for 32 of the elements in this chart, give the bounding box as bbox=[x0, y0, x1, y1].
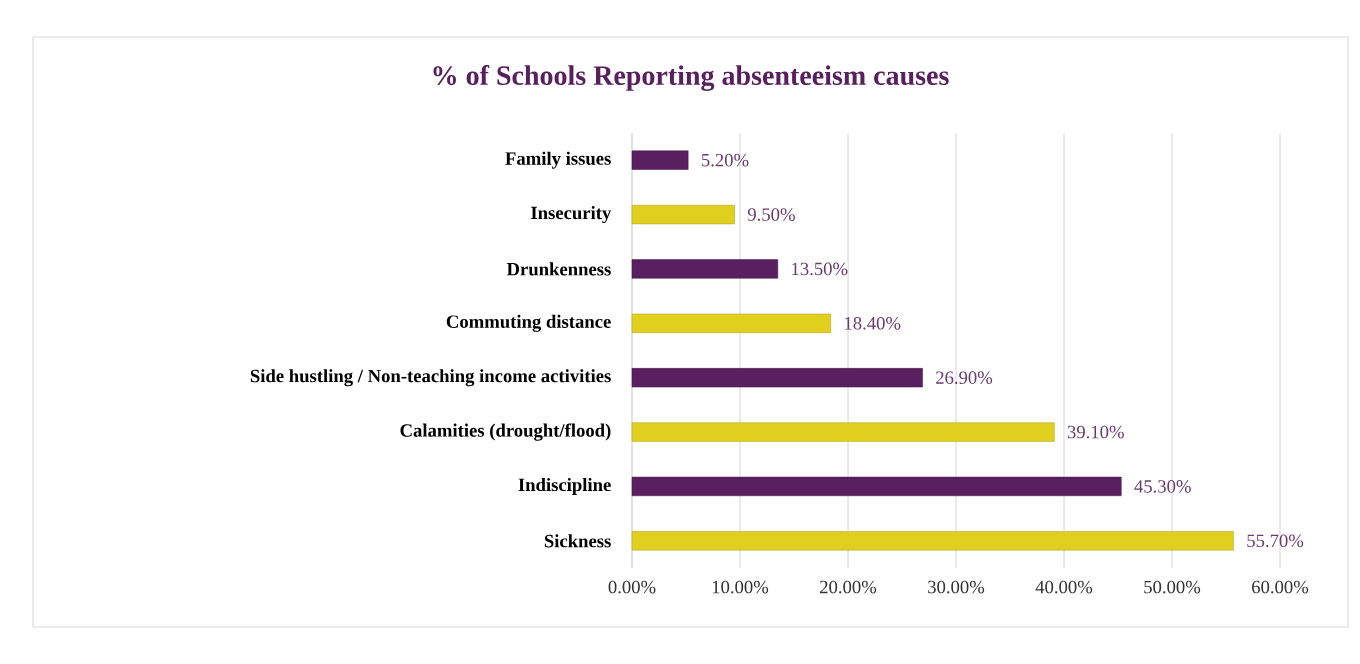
y-tick-label: Commuting distance bbox=[446, 314, 611, 332]
bar bbox=[631, 204, 735, 225]
y-tick-label: Insecurity bbox=[531, 206, 612, 224]
y-tick-label: Drunkenness bbox=[506, 262, 611, 276]
bar bbox=[631, 368, 923, 388]
y-tick-label: Family issues bbox=[505, 151, 611, 169]
data-label: 13.50% bbox=[792, 262, 848, 276]
x-tick-label: 30.00% bbox=[928, 580, 985, 594]
x-tick-label: 60.00% bbox=[1252, 580, 1309, 594]
y-tick-label: Side hustling / Non-teaching income activities bbox=[250, 369, 611, 387]
x-tick-label: 10.00% bbox=[712, 580, 769, 594]
bar bbox=[631, 259, 779, 279]
x-tick-label: 20.00% bbox=[820, 580, 877, 594]
data-label: 39.10% bbox=[1067, 425, 1124, 439]
chart-title: % of Schools Reporting absenteeism causes bbox=[433, 65, 949, 91]
data-label: 5.20% bbox=[701, 153, 749, 167]
bar bbox=[631, 422, 1055, 442]
bar bbox=[631, 531, 1234, 551]
bar bbox=[631, 150, 689, 170]
data-label: 45.30% bbox=[1134, 480, 1191, 493]
y-tick-label: Indiscipline bbox=[518, 477, 611, 495]
data-label: 26.90% bbox=[936, 371, 993, 385]
data-label: 55.70% bbox=[1247, 534, 1304, 548]
x-tick-label: 0.00% bbox=[608, 580, 656, 594]
data-label: 18.40% bbox=[845, 316, 901, 330]
x-tick-label: 40.00% bbox=[1035, 580, 1093, 594]
bar bbox=[631, 313, 831, 333]
bar bbox=[631, 476, 1122, 497]
y-tick-label: Calamities (drought/flood) bbox=[400, 423, 611, 441]
x-tick-label: 50.00% bbox=[1144, 580, 1201, 594]
data-label: 9.50% bbox=[747, 208, 795, 221]
y-tick-label: Sickness bbox=[544, 534, 611, 548]
